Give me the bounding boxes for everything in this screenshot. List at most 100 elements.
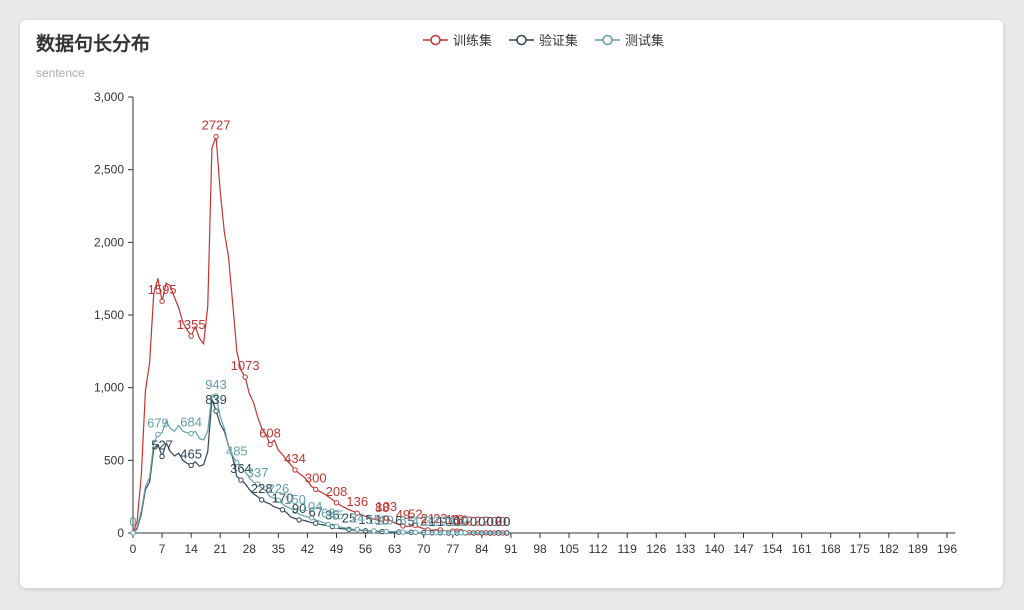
legend-item-0[interactable]: 训练集 xyxy=(423,33,492,48)
data-label: 104 xyxy=(301,499,323,514)
x-tick-label: 49 xyxy=(330,542,344,556)
data-point[interactable] xyxy=(313,486,319,493)
data-label: 1595 xyxy=(148,282,177,297)
data-label: 45 xyxy=(329,507,343,522)
data-point[interactable] xyxy=(313,520,319,526)
data-point[interactable] xyxy=(333,500,340,506)
data-label: 0 xyxy=(445,514,452,529)
data-point[interactable] xyxy=(433,530,439,536)
data-point[interactable] xyxy=(242,374,248,380)
data-label: 2 xyxy=(441,514,448,529)
y-tick-label: 3,000 xyxy=(94,90,124,104)
data-point[interactable] xyxy=(159,298,165,304)
data-point[interactable] xyxy=(213,408,219,414)
data-point[interactable] xyxy=(259,497,265,503)
data-label: 15 xyxy=(358,512,372,527)
data-label: 1 xyxy=(449,514,456,529)
data-point[interactable] xyxy=(371,528,377,534)
data-point[interactable] xyxy=(130,530,136,536)
data-label: 434 xyxy=(284,451,306,466)
data-point[interactable] xyxy=(292,467,298,473)
legend-marker-icon xyxy=(430,34,441,46)
data-point[interactable] xyxy=(275,497,282,503)
data-label: 2 xyxy=(462,514,469,529)
data-point[interactable] xyxy=(159,453,165,460)
legend-item-1[interactable]: 验证集 xyxy=(509,33,578,48)
data-point[interactable] xyxy=(188,462,194,469)
data-point[interactable] xyxy=(213,393,219,399)
y-tick-label: 2,000 xyxy=(94,235,124,249)
data-label: 364 xyxy=(230,461,252,476)
data-label: 2 xyxy=(474,514,481,529)
data-label: 337 xyxy=(247,465,269,480)
legend[interactable]: 训练集 验证集 测试集 xyxy=(423,33,664,48)
data-point[interactable] xyxy=(254,481,261,487)
data-point[interactable] xyxy=(441,530,448,536)
x-tick-label: 21 xyxy=(214,542,228,556)
data-point[interactable] xyxy=(425,529,431,536)
data-point[interactable] xyxy=(308,515,315,521)
data-point[interactable] xyxy=(188,333,194,339)
data-point[interactable] xyxy=(333,523,340,530)
data-point[interactable] xyxy=(188,430,194,437)
data-point[interactable] xyxy=(412,529,419,536)
y-tick-label: 0 xyxy=(117,526,124,540)
data-point[interactable] xyxy=(354,510,360,516)
data-label: 679 xyxy=(147,415,169,430)
x-tick-label: 112 xyxy=(589,542,608,556)
data-label: 2 xyxy=(420,514,427,529)
data-label: 6 xyxy=(399,513,406,528)
data-point[interactable] xyxy=(296,517,302,523)
x-tick-label: 35 xyxy=(272,542,286,556)
data-label: 24 xyxy=(350,511,364,526)
data-point[interactable] xyxy=(325,521,331,527)
data-label: 4 xyxy=(412,513,419,528)
data-point[interactable] xyxy=(354,526,360,533)
data-label: 300 xyxy=(305,470,327,485)
y-tick-label: 500 xyxy=(104,453,124,467)
data-label: 170 xyxy=(272,491,294,506)
data-point[interactable] xyxy=(412,522,419,529)
data-point[interactable] xyxy=(292,508,298,514)
legend-item-2[interactable]: 测试集 xyxy=(595,33,664,48)
data-label: 228 xyxy=(251,481,273,496)
data-label: 0 xyxy=(487,514,494,529)
data-point[interactable] xyxy=(155,431,161,438)
data-point[interactable] xyxy=(279,507,286,513)
data-label: 0 xyxy=(462,514,469,529)
data-label: 2727 xyxy=(202,118,231,133)
data-label: 35 xyxy=(325,507,339,522)
x-tick-label: 189 xyxy=(908,542,928,556)
x-tick-label: 7 xyxy=(159,542,166,556)
data-point[interactable] xyxy=(238,477,244,483)
data-label: 23 xyxy=(433,511,447,526)
data-label: 1 xyxy=(457,514,464,529)
data-point[interactable] xyxy=(213,133,219,140)
data-point[interactable] xyxy=(383,528,390,535)
data-point[interactable] xyxy=(400,529,406,535)
data-label: 49 xyxy=(396,507,410,522)
data-label: 2 xyxy=(495,514,502,529)
data-point[interactable] xyxy=(267,441,273,448)
x-tick-label: 77 xyxy=(446,542,460,556)
data-label: 2 xyxy=(466,514,473,529)
x-tick-label: 126 xyxy=(646,542,666,556)
y-tick-label: 1,500 xyxy=(94,308,124,322)
data-label: 52 xyxy=(408,506,422,521)
data-label: 136 xyxy=(346,494,368,509)
data-point[interactable] xyxy=(462,530,468,536)
x-tick-label: 147 xyxy=(733,542,753,556)
data-label: 13 xyxy=(446,512,460,527)
data-label: 21 xyxy=(421,511,435,526)
data-label: 226 xyxy=(268,481,290,496)
data-point[interactable] xyxy=(400,523,406,529)
x-tick-label: 28 xyxy=(243,542,257,556)
data-label: 15 xyxy=(367,512,381,527)
data-point[interactable] xyxy=(234,459,240,466)
data-point[interactable] xyxy=(450,530,456,536)
data-label: 0 xyxy=(470,514,477,529)
data-label: 684 xyxy=(180,415,202,430)
data-point[interactable] xyxy=(383,515,390,521)
x-tick-label: 140 xyxy=(704,542,724,556)
data-label: 10 xyxy=(375,513,389,528)
